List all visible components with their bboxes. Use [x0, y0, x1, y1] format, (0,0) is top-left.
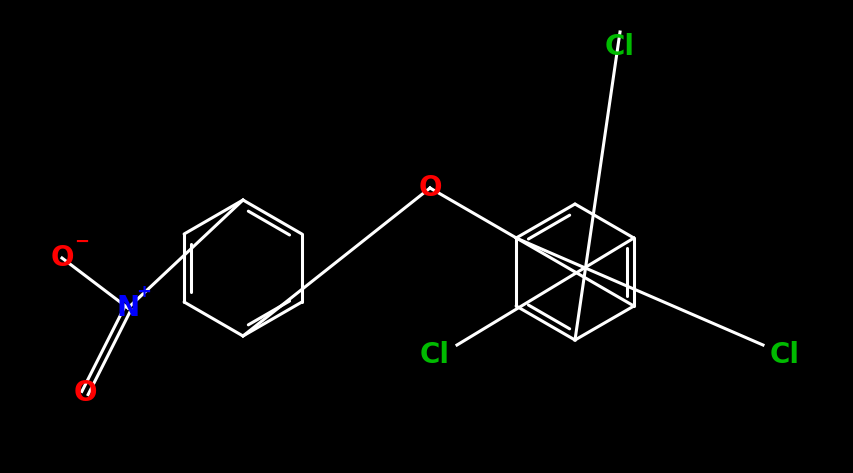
Text: −: − — [74, 233, 90, 251]
Text: Cl: Cl — [604, 33, 635, 61]
Text: N: N — [116, 294, 139, 322]
Text: +: + — [136, 283, 151, 301]
Text: Cl: Cl — [420, 341, 450, 369]
Text: O: O — [73, 379, 96, 407]
Text: O: O — [50, 244, 73, 272]
Text: O: O — [418, 174, 441, 202]
Text: Cl: Cl — [769, 341, 799, 369]
